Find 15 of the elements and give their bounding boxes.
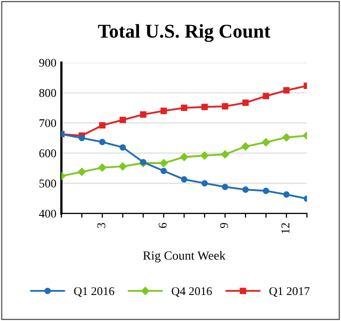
legend-label: Q1 2017 xyxy=(269,287,310,297)
y-tick-label: 800 xyxy=(39,89,56,97)
x-tick-label: 9 xyxy=(220,222,228,228)
y-tick-label: 700 xyxy=(40,119,56,128)
legend-label: Q1 2016 xyxy=(74,287,114,297)
chart-title: Total U.S. Rig Count xyxy=(98,24,270,42)
y-tick-label: 600 xyxy=(39,149,56,158)
x-tick-label: 6 xyxy=(158,222,167,228)
x-tick-label: 12 xyxy=(281,223,290,234)
y-tick-label: 500 xyxy=(39,180,56,188)
y-tick-label: 400 xyxy=(39,210,56,218)
x-axis-title: Rig Count Week xyxy=(143,250,226,262)
x-tick-label: 3 xyxy=(97,222,106,228)
y-tick-label: 900 xyxy=(39,58,56,67)
legend-label: Q4 2016 xyxy=(172,287,212,297)
